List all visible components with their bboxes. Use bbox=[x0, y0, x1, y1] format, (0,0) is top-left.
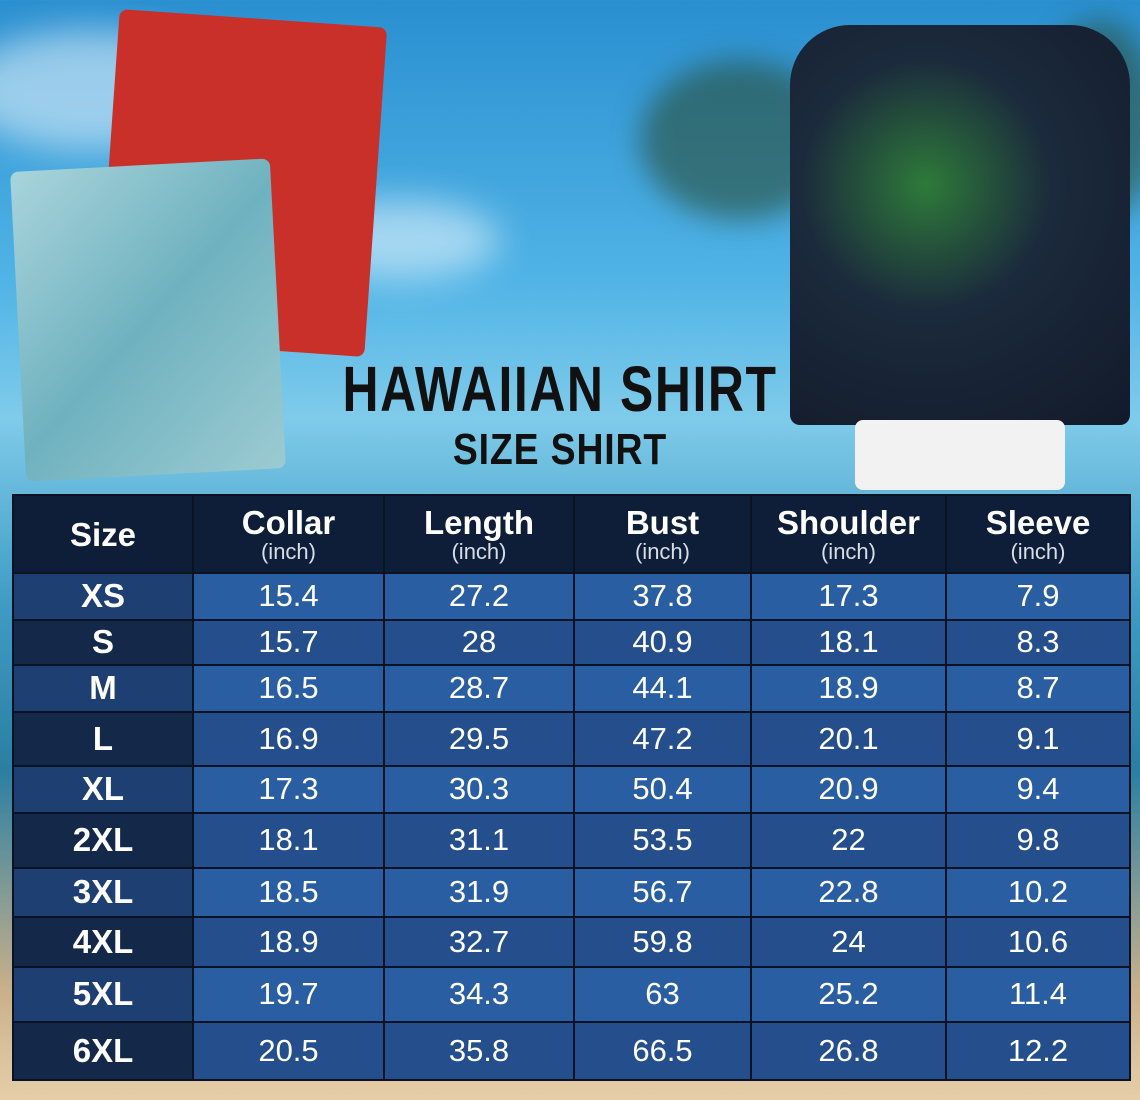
value-cell: 22 bbox=[750, 811, 947, 869]
value-cell: 59.8 bbox=[573, 915, 752, 968]
value-cell: 9.8 bbox=[945, 811, 1131, 869]
size-cell: XS bbox=[12, 572, 194, 621]
table-row: M 16.5 28.7 44.1 18.9 8.7 bbox=[12, 663, 1131, 713]
value-cell: 17.3 bbox=[192, 764, 385, 814]
value-cell: 17.3 bbox=[750, 572, 947, 621]
value-cell: 37.8 bbox=[573, 572, 752, 621]
value-cell: 26.8 bbox=[750, 1020, 947, 1082]
size-cell: S bbox=[12, 618, 194, 666]
size-cell: 3XL bbox=[12, 866, 194, 918]
page-subtitle: SIZE SHIRT bbox=[452, 425, 668, 474]
value-cell: 24 bbox=[750, 915, 947, 968]
page-title: HAWAIIAN SHIRT bbox=[342, 353, 778, 425]
value-cell: 10.2 bbox=[945, 866, 1131, 918]
value-cell: 63 bbox=[573, 965, 752, 1023]
value-cell: 18.9 bbox=[750, 663, 947, 713]
table-row: 3XL 18.5 31.9 56.7 22.8 10.2 bbox=[12, 866, 1131, 918]
value-cell: 7.9 bbox=[945, 572, 1131, 621]
column-header-bust: Bust (inch) bbox=[573, 494, 752, 574]
value-cell: 53.5 bbox=[573, 811, 752, 869]
size-cell: 5XL bbox=[12, 965, 194, 1023]
column-header-sleeve: Sleeve (inch) bbox=[945, 494, 1131, 574]
value-cell: 35.8 bbox=[383, 1020, 575, 1082]
column-label: Collar bbox=[241, 503, 336, 541]
value-cell: 50.4 bbox=[573, 764, 752, 814]
value-cell: 47.2 bbox=[573, 710, 752, 767]
column-unit: (inch) bbox=[1010, 538, 1066, 564]
model-shirt-image bbox=[790, 25, 1130, 425]
column-header-size: Size bbox=[12, 494, 194, 574]
size-cell: 4XL bbox=[12, 915, 194, 968]
value-cell: 9.4 bbox=[945, 764, 1131, 814]
blue-shirt-image bbox=[10, 158, 286, 482]
column-unit: (inch) bbox=[820, 538, 876, 564]
column-header-collar: Collar (inch) bbox=[192, 494, 385, 574]
value-cell: 12.2 bbox=[945, 1020, 1131, 1082]
value-cell: 31.1 bbox=[383, 811, 575, 869]
value-cell: 29.5 bbox=[383, 710, 575, 767]
table-row: 2XL 18.1 31.1 53.5 22 9.8 bbox=[12, 811, 1131, 869]
value-cell: 66.5 bbox=[573, 1020, 752, 1082]
value-cell: 31.9 bbox=[383, 866, 575, 918]
value-cell: 22.8 bbox=[750, 866, 947, 918]
value-cell: 18.9 bbox=[192, 915, 385, 968]
column-label: Bust bbox=[625, 503, 700, 541]
value-cell: 9.1 bbox=[945, 710, 1131, 767]
size-table: Size Collar (inch) Length (inch) Bust (inch) Sh… bbox=[12, 494, 1131, 1082]
value-cell: 18.1 bbox=[192, 811, 385, 869]
column-header-shoulder: Shoulder (inch) bbox=[750, 494, 947, 574]
table-row: 5XL 19.7 34.3 63 25.2 11.4 bbox=[12, 965, 1131, 1023]
value-cell: 15.4 bbox=[192, 572, 385, 621]
column-header-length: Length (inch) bbox=[383, 494, 575, 574]
value-cell: 28 bbox=[383, 618, 575, 666]
value-cell: 20.5 bbox=[192, 1020, 385, 1082]
size-cell: 2XL bbox=[12, 811, 194, 869]
column-unit: (inch) bbox=[260, 538, 316, 564]
value-cell: 28.7 bbox=[383, 663, 575, 713]
value-cell: 56.7 bbox=[573, 866, 752, 918]
column-label: Sleeve bbox=[985, 503, 1091, 541]
value-cell: 15.7 bbox=[192, 618, 385, 666]
value-cell: 30.3 bbox=[383, 764, 575, 814]
value-cell: 18.5 bbox=[192, 866, 385, 918]
value-cell: 16.5 bbox=[192, 663, 385, 713]
column-unit: (inch) bbox=[634, 538, 690, 564]
value-cell: 34.3 bbox=[383, 965, 575, 1023]
column-label: Shoulder bbox=[776, 503, 920, 541]
column-label: Length bbox=[424, 503, 534, 541]
model-pants-image bbox=[855, 420, 1065, 490]
value-cell: 19.7 bbox=[192, 965, 385, 1023]
value-cell: 16.9 bbox=[192, 710, 385, 767]
value-cell: 20.9 bbox=[750, 764, 947, 814]
value-cell: 27.2 bbox=[383, 572, 575, 621]
value-cell: 32.7 bbox=[383, 915, 575, 968]
value-cell: 40.9 bbox=[573, 618, 752, 666]
column-unit: (inch) bbox=[451, 538, 507, 564]
table-header-row: Size Collar (inch) Length (inch) Bust (inch) Sh… bbox=[12, 494, 1131, 574]
table-row: S 15.7 28 40.9 18.1 8.3 bbox=[12, 618, 1131, 666]
table-row: 4XL 18.9 32.7 59.8 24 10.6 bbox=[12, 915, 1131, 968]
table-row: 6XL 20.5 35.8 66.5 26.8 12.2 bbox=[12, 1020, 1131, 1082]
value-cell: 25.2 bbox=[750, 965, 947, 1023]
size-cell: XL bbox=[12, 764, 194, 814]
table-row: L 16.9 29.5 47.2 20.1 9.1 bbox=[12, 710, 1131, 767]
value-cell: 20.1 bbox=[750, 710, 947, 767]
value-cell: 8.3 bbox=[945, 618, 1131, 666]
value-cell: 44.1 bbox=[573, 663, 752, 713]
value-cell: 11.4 bbox=[945, 965, 1131, 1023]
value-cell: 8.7 bbox=[945, 663, 1131, 713]
value-cell: 18.1 bbox=[750, 618, 947, 666]
size-cell: L bbox=[12, 710, 194, 767]
value-cell: 10.6 bbox=[945, 915, 1131, 968]
column-label: Size bbox=[69, 515, 137, 553]
table-row: XS 15.4 27.2 37.8 17.3 7.9 bbox=[12, 572, 1131, 621]
table-row: XL 17.3 30.3 50.4 20.9 9.4 bbox=[12, 764, 1131, 814]
size-cell: 6XL bbox=[12, 1020, 194, 1082]
size-cell: M bbox=[12, 663, 194, 713]
